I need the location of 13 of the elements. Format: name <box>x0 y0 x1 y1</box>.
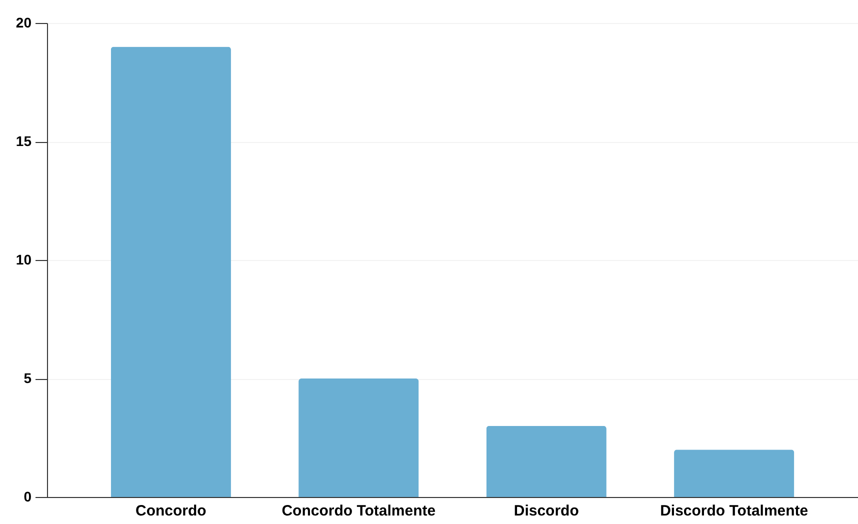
bar <box>486 426 606 497</box>
y-tick-label: 15 <box>16 133 32 149</box>
y-tick-label: 20 <box>16 14 32 30</box>
x-tick-label: Discordo <box>514 502 579 520</box>
x-tick-label: Discordo Totalmente <box>660 502 808 520</box>
x-tick-label: Concordo Totalmente <box>282 502 436 520</box>
bar <box>674 450 794 497</box>
y-tick-label: 10 <box>16 252 32 268</box>
y-tick-label: 5 <box>24 370 32 386</box>
bar <box>298 378 419 497</box>
y-tick-label: 0 <box>24 488 32 504</box>
bar <box>110 46 231 497</box>
x-tick-label: Concordo <box>135 502 206 520</box>
